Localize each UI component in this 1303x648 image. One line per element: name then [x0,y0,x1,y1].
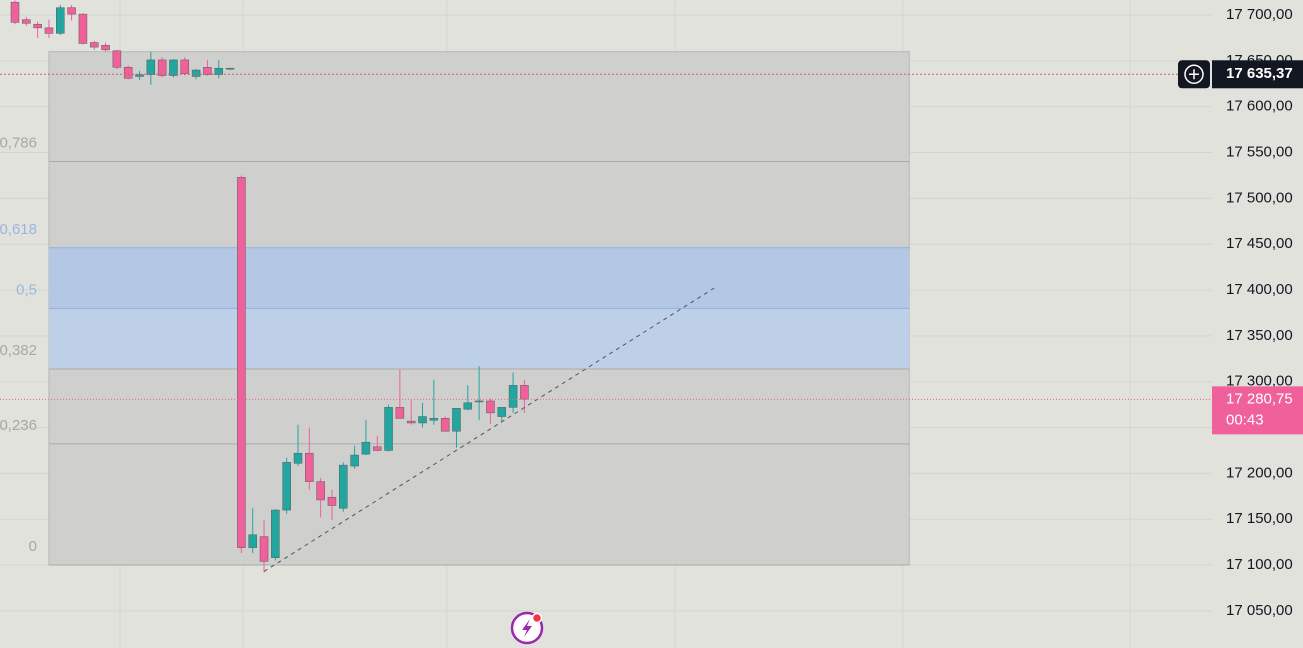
candle-body [474,400,484,403]
candle-body [146,59,156,75]
candle-body [237,177,246,548]
fib-label: 0,236 [0,417,37,434]
y-tick-label: 17 200,00 [1226,464,1293,481]
candle-body [89,42,99,48]
candle-body [305,452,314,482]
candle-body [135,74,144,77]
last-price-box [1212,386,1303,435]
candle-body [180,59,190,74]
candle-body [429,418,439,421]
candle-body [406,420,416,424]
candle-body [361,441,371,455]
countdown: 00:43 [1226,411,1264,428]
fib-label: 0,382 [0,342,37,359]
candle-body [101,45,110,51]
crosshair-price-box [1212,60,1303,89]
candle-body [339,464,348,509]
fib-label: 0,786 [0,135,37,152]
candle-body [282,462,291,511]
fib-label: 0 [29,538,37,555]
fib-label: 0,5 [16,281,37,298]
y-tick-label: 17 100,00 [1226,556,1293,573]
y-tick-label: 17 150,00 [1226,510,1293,527]
candle-body [463,402,473,410]
candle-body [78,13,88,44]
candle-body [259,536,269,562]
candle-body [418,416,427,424]
crosshair-plus-sign[interactable] [1189,69,1199,80]
candle-body [123,67,133,79]
y-tick-label: 17 600,00 [1226,98,1293,115]
candle-body [508,385,518,408]
y-tick-label: 17 300,00 [1226,373,1293,390]
icon-dot [531,612,543,624]
candle-body [327,496,337,506]
y-tick-label: 17 400,00 [1226,281,1293,298]
candle-body [350,454,359,467]
icon-bolt [522,619,532,637]
candle-body [271,509,280,558]
trendline [263,285,718,572]
candles [0,0,1212,573]
candle-body [486,400,495,414]
y-tick-label: 17 700,00 [1226,6,1293,23]
y-tick-label: 17 050,00 [1226,602,1293,619]
fib-zone [48,247,910,309]
price-axis: 17 050,00 17 100,00 17 150,00 17 200,00 17 2… [1178,6,1303,619]
candle-body [33,23,42,29]
candle-body [520,385,529,400]
fib-zone [48,308,910,369]
candle-body [56,7,65,34]
candle-body [191,69,201,77]
candle-body [316,481,325,501]
candle-body [452,408,461,432]
y-tick-label: 17 550,00 [1226,144,1293,161]
candle-body [44,27,54,34]
fib-label: 0,618 [0,221,37,238]
candle-body [440,418,450,432]
candle-body [112,50,122,68]
candle-body [497,407,507,417]
crosshair-plus[interactable] [1184,64,1204,85]
candle-body [203,67,212,75]
y-tick-label: 17 450,00 [1226,235,1293,252]
alert-icon[interactable] [510,611,544,645]
candle-body [248,534,257,548]
last-price: 17 280,75 [1226,390,1293,407]
crosshair-price: 17 635,37 [1226,65,1293,82]
y-tick-label: 17 500,00 [1226,189,1293,206]
candle-body [372,446,382,451]
candle-body [67,7,76,15]
candle-body [395,407,405,419]
candle-body [169,59,178,76]
candle-body [214,67,224,75]
candle-body [10,1,20,23]
candle-body [157,59,167,76]
fib: 0,786 0,618 0,5 0,382 0,236 0 [0,51,910,566]
candle-body [22,19,31,24]
candle-body [225,67,235,70]
candle-body [384,407,393,451]
candle-body [293,452,303,464]
y-tick-label: 17 350,00 [1226,327,1293,344]
